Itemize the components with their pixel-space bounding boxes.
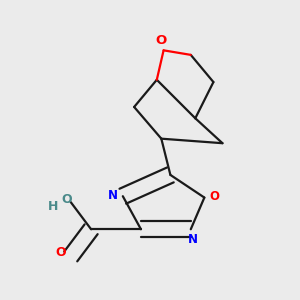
Text: O: O [209, 190, 219, 203]
Text: N: N [108, 189, 118, 202]
Text: O: O [156, 34, 167, 47]
Text: O: O [56, 246, 66, 259]
Text: O: O [61, 193, 71, 206]
Text: H: H [48, 200, 59, 213]
Text: N: N [188, 233, 198, 246]
